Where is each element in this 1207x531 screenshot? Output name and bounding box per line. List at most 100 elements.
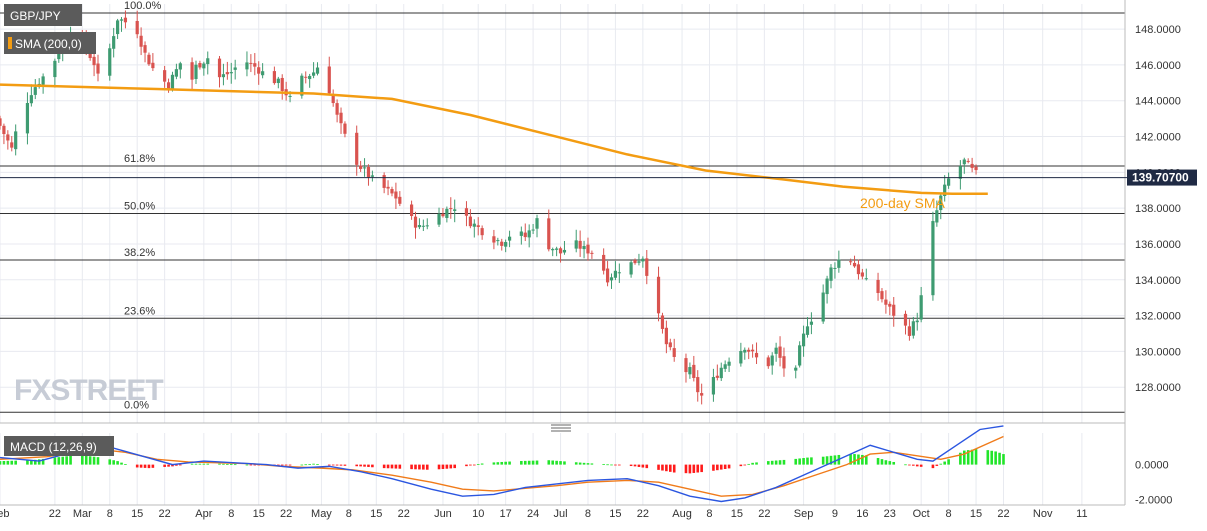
candle [711,368,716,402]
time-tick-label: 8 [228,508,234,520]
candle-body [782,356,786,369]
candle [519,226,523,245]
macd-histogram-bar [574,462,578,465]
candle [947,172,951,189]
candle [135,10,139,39]
candle [605,260,610,287]
candle-body [656,276,661,314]
macd-histogram-bar [833,455,837,465]
macd-histogram-bar [504,461,507,465]
price-tick-label: 134.0000 [1135,275,1181,287]
candle-body [668,342,672,348]
candle-body [947,178,951,186]
macd-histogram-bar [453,464,457,469]
macd-histogram-bar [61,456,65,465]
candle [366,164,371,186]
macd-histogram-bar [386,464,390,469]
macd-histogram-bar [912,464,915,466]
fib-level-label: 38.2% [124,247,155,259]
candle-body [696,377,700,393]
macd-histogram-bar [308,464,311,465]
time-tick-label: 15 [131,508,143,520]
candle-body [794,367,798,371]
candle [551,247,555,257]
time-tick-label: 8 [706,508,712,520]
macd-histogram-bar [508,461,511,465]
candle-body [178,63,182,70]
candle [315,62,320,76]
candle-body [261,71,265,76]
candle [29,84,33,107]
macd-histogram-bar [418,464,421,470]
symbol-badge[interactable] [4,4,82,26]
candle [907,319,912,341]
candle [257,61,261,85]
macd-histogram-bar [65,456,68,465]
candle [809,312,814,335]
candle-body [805,326,810,335]
macd-histogram-bar [2,460,6,465]
candle [496,237,500,246]
time-tick-label: 23 [884,508,896,520]
candle-body [888,303,892,307]
macd-histogram-bar [743,464,747,466]
fib-level-label: 50.0% [124,201,155,213]
panel-resize-handle[interactable] [551,424,571,432]
time-tick-label: 22 [159,508,171,520]
time-tick-label: Oct [913,508,930,520]
candle [766,355,770,369]
candle-body [29,95,33,104]
macd-histogram-bar [410,464,413,470]
time-tick-label: Jun [434,508,452,520]
candle [864,268,868,281]
candle-body [586,244,590,254]
macd-legend-label: MACD (12,26,9) [10,440,97,454]
macd-histogram-bar [92,456,96,465]
candle [888,301,892,316]
macd-histogram-bar [931,464,935,469]
candle-body [417,225,422,228]
candle-body [311,72,316,76]
macd-histogram-bar [853,454,856,465]
macd-histogram-bar [700,464,703,473]
macd-histogram-bar [171,464,174,467]
candle [413,211,418,239]
candle [958,160,962,190]
fib-level-label: 61.8% [124,153,155,165]
macd-histogram-bar [465,464,468,467]
candle-body [233,67,237,70]
macd-histogram-bar [864,455,868,465]
price-tick-label: 130.0000 [1135,346,1181,358]
candle-body [903,313,908,326]
candle-body [833,267,837,269]
candle [688,362,692,379]
candle-body [14,131,18,150]
candle-body [766,357,770,367]
macd-histogram-bar [116,461,119,465]
macd-histogram-bar [535,460,539,465]
candle-body [198,63,202,68]
candle [852,255,857,268]
candle [123,10,128,29]
candle-body [217,58,222,78]
macd-histogram-bar [147,464,151,469]
candle [555,246,559,257]
candle [794,365,798,379]
macd-badge[interactable] [4,436,114,456]
macd-histogram-bar [1002,454,1005,465]
macd-histogram-bar [198,463,202,465]
time-tick-label: 15 [253,508,265,520]
sma-badge[interactable] [4,32,96,54]
candle [754,342,759,365]
macd-histogram-bar [339,464,343,466]
candle [547,209,551,252]
candle [527,224,531,248]
macd-histogram-bar [57,457,61,465]
macd-histogram-bar [802,458,805,465]
candle-body [962,159,966,165]
macd-histogram-bar [614,464,617,466]
macd-histogram-bar [280,464,284,466]
macd-histogram-bar [959,452,962,465]
candle [464,201,469,227]
